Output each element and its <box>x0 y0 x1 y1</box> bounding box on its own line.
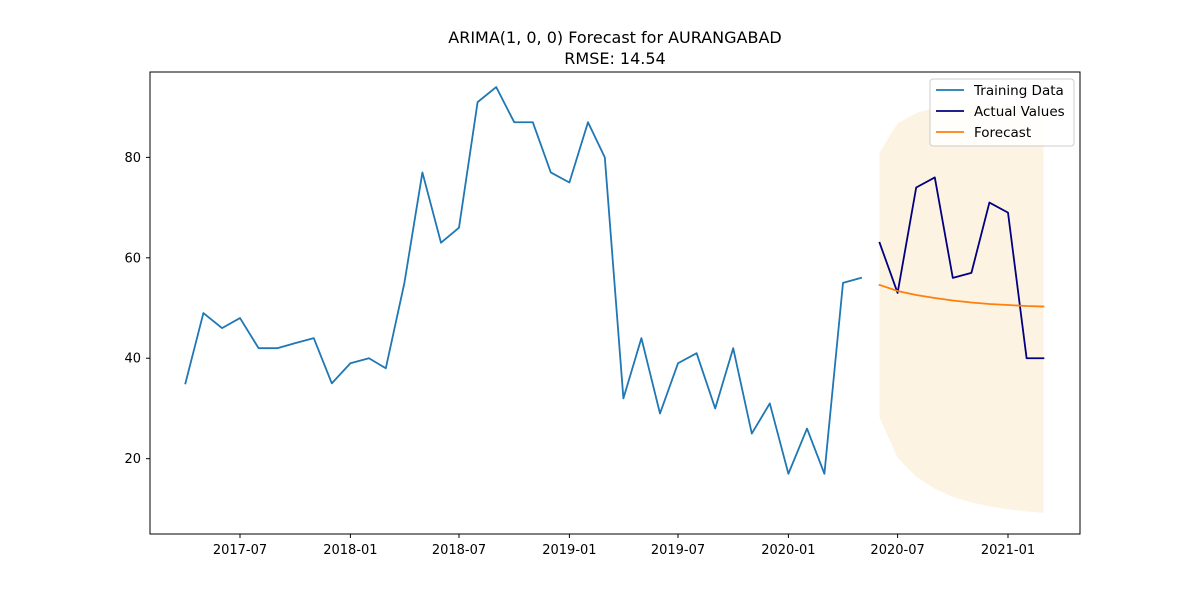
legend-label-forecast: Forecast <box>974 125 1031 141</box>
chart-subtitle: RMSE: 14.54 <box>564 49 665 68</box>
chart-title: ARIMA(1, 0, 0) Forecast for AURANGABAD <box>448 28 781 47</box>
series-line-forecast <box>878 283 1045 308</box>
x-tick-label: 2021-01 <box>981 543 1035 558</box>
x-tick-label: 2018-01 <box>323 543 377 558</box>
x-tick-label: 2020-01 <box>761 543 815 558</box>
y-tick-label: 60 <box>124 251 141 266</box>
y-tick-label: 80 <box>124 151 141 166</box>
y-tick-label: 20 <box>124 452 141 467</box>
series-line-training-data <box>184 86 863 475</box>
legend-label-training-data: Training Data <box>973 83 1064 99</box>
x-tick-label: 2020-07 <box>870 543 924 558</box>
plot-area <box>184 86 1045 513</box>
x-tick-label: 2017-07 <box>213 543 267 558</box>
x-tick-label: 2018-07 <box>432 543 486 558</box>
legend: Training Data Actual Values Forecast <box>929 78 1075 147</box>
y-tick-label: 40 <box>124 352 141 367</box>
x-tick-label: 2019-01 <box>542 543 596 558</box>
axes: 2017-07 2018-01 2018-07 2019-01 2019-07 2020-… <box>124 151 1035 558</box>
series-line-actual-values <box>878 176 1045 360</box>
plot-frame <box>149 71 1081 535</box>
x-tick-label: 2019-07 <box>651 543 705 558</box>
legend-box <box>929 78 1075 147</box>
confidence-interval-band <box>879 100 1044 513</box>
legend-label-actual-values: Actual Values <box>974 104 1065 120</box>
